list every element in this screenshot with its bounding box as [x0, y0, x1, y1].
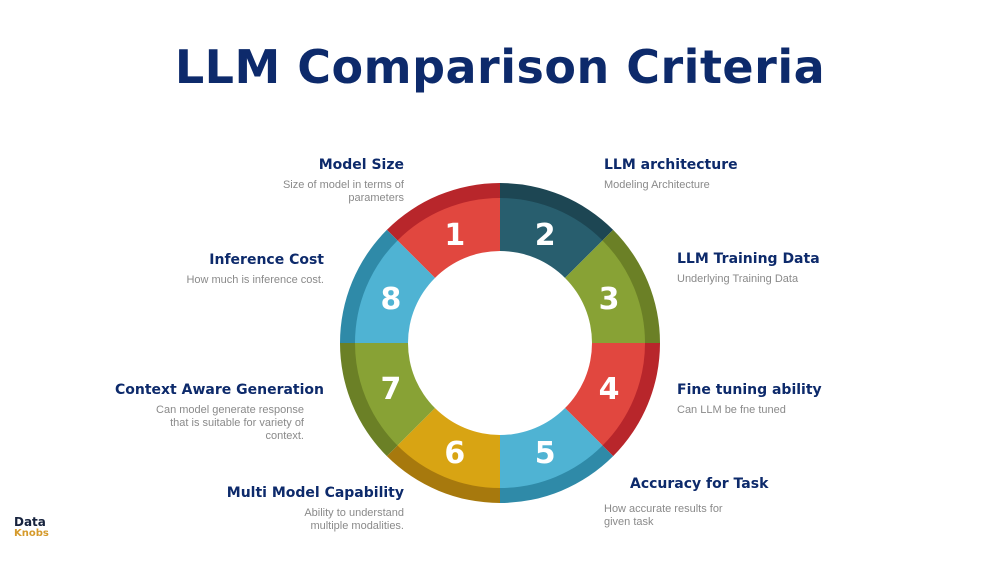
criterion-inference-cost: Inference Cost How much is inference cos…: [84, 251, 324, 287]
criterion-description: Can LLM be fne tuned: [677, 404, 786, 416]
criterion-multi-model-capability: Multi Model Capability Ability to unders…: [164, 484, 404, 533]
segment-number-7: 7: [381, 372, 402, 407]
segment-number-2: 2: [535, 218, 556, 253]
criterion-label: Inference Cost: [209, 252, 324, 268]
criterion-description: Size of model in terms of parameters: [282, 179, 404, 204]
segment-8: [355, 240, 436, 343]
criterion-label: LLM architecture: [604, 157, 738, 173]
criterion-accuracy-for-task: Accuracy for Task How accurate results f…: [604, 475, 844, 529]
logo-line-2: Knobs: [14, 528, 49, 539]
segment-number-5: 5: [535, 436, 556, 471]
segment-number-3: 3: [599, 282, 620, 317]
brand-logo: Data Knobs: [14, 516, 49, 540]
segment-4: [564, 343, 645, 446]
criterion-label: Context Aware Generation: [114, 382, 324, 398]
segment-number-8: 8: [381, 282, 402, 317]
logo-line-1: Data: [14, 515, 46, 529]
segment-6: [397, 407, 500, 488]
segment-number-1: 1: [444, 218, 465, 253]
criterion-fine-tuning-ability: Fine tuning ability Can LLM be fne tuned: [677, 381, 917, 417]
criterion-description: Underlying Training Data: [677, 273, 799, 285]
criterion-model-size: Model Size Size of model in terms of par…: [164, 156, 404, 205]
criterion-label: LLM Training Data: [677, 251, 820, 267]
criterion-description: How much is inference cost.: [186, 274, 324, 286]
segment-1: [397, 198, 500, 279]
criterion-label: Multi Model Capability: [226, 485, 404, 501]
criterion-label: Model Size: [318, 157, 404, 173]
criterion-description: Modeling Architecture: [604, 179, 710, 191]
criterion-description: How accurate results for given task: [604, 503, 723, 528]
criterion-label: Accuracy for Task: [630, 476, 769, 492]
criterion-description: Can model generate response that is suit…: [156, 404, 304, 442]
segment-3: [564, 240, 645, 343]
wheel-center: [408, 251, 592, 435]
segment-5: [500, 407, 603, 488]
page-title: LLM Comparison Criteria: [174, 40, 826, 94]
segment-7: [355, 343, 436, 446]
segment-number-6: 6: [444, 436, 465, 471]
criterion-description: Ability to understand multiple modalitie…: [304, 507, 404, 532]
criterion-llm-training-data: LLM Training Data Underlying Training Da…: [677, 250, 917, 286]
criterion-llm-architecture: LLM architecture Modeling Architecture: [604, 156, 844, 192]
segment-2: [500, 198, 603, 279]
criterion-context-aware-generation: Context Aware Generation Can model gener…: [82, 381, 324, 443]
segment-number-4: 4: [599, 372, 620, 407]
criterion-label: Fine tuning ability: [677, 382, 822, 398]
